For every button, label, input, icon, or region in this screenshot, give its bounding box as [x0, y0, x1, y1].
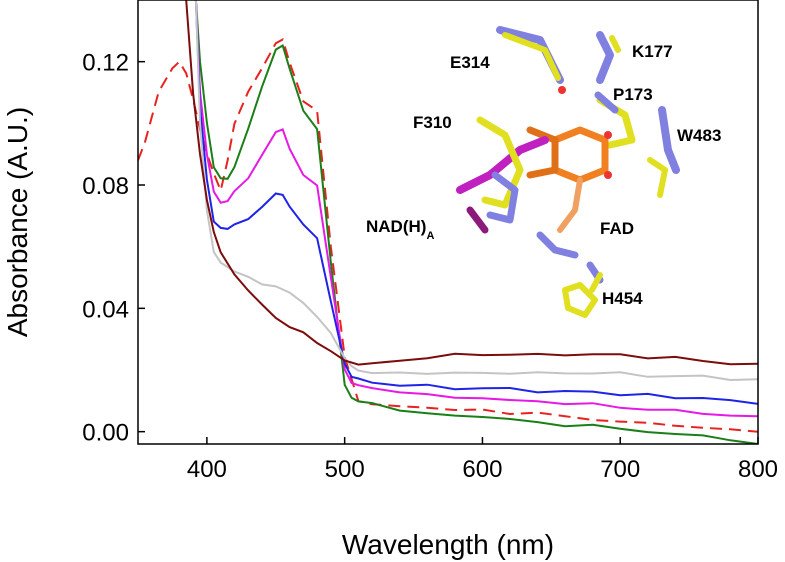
- label-nadh: NAD(H)A: [366, 217, 434, 242]
- label-h454: H454: [602, 289, 643, 308]
- series-line-5: [194, 0, 758, 382]
- y-axis: 0.00 0.04 0.08 0.12: [82, 50, 145, 447]
- protein-structure-inset: [456, 26, 680, 318]
- y-tick-label: 0.00: [82, 420, 129, 447]
- plot-frame: [137, 0, 759, 445]
- y-tick-label: 0.12: [82, 50, 129, 77]
- label-k177: K177: [632, 42, 673, 61]
- y-tick-label: 0.04: [82, 296, 129, 323]
- series-line-4: [194, 0, 758, 405]
- series-line-2: [194, 0, 758, 444]
- y-tick-label: 0.08: [82, 173, 129, 200]
- label-f310: F310: [413, 113, 452, 132]
- x-axis-title: Wavelength (nm): [342, 529, 554, 560]
- label-fad: FAD: [600, 219, 634, 238]
- label-w483: W483: [677, 126, 721, 145]
- label-nadh-sub: A: [426, 230, 434, 242]
- x-tick-label: 700: [600, 456, 640, 483]
- label-e314: E314: [450, 53, 490, 72]
- series-layer: [138, 0, 758, 444]
- x-axis: 400 500 600 700 800: [187, 437, 778, 483]
- x-tick-label: 600: [462, 456, 502, 483]
- x-tick-label: 800: [738, 456, 778, 483]
- series-line-6: [185, 0, 758, 366]
- y-axis-title: Absorbance (A.U.): [2, 107, 33, 337]
- series-line-3: [194, 0, 758, 418]
- label-nadh-main: NAD(H): [366, 217, 426, 236]
- x-tick-label: 400: [187, 456, 227, 483]
- x-tick-label: 500: [325, 456, 365, 483]
- label-p173: P173: [613, 85, 653, 104]
